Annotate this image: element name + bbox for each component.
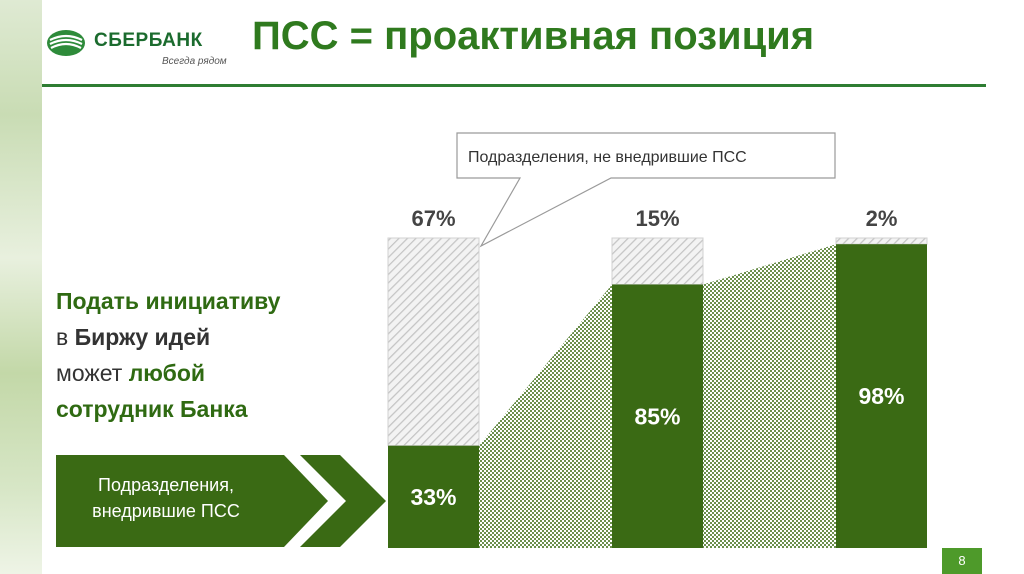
side-line-1: Подать инициативу <box>56 288 281 314</box>
side-line-4: сотрудник Банка <box>56 396 248 422</box>
label-implemented-2: 85% <box>634 403 680 429</box>
bar-implemented-3 <box>836 244 927 548</box>
side-line-3-prefix: может <box>56 360 129 386</box>
side-line-2-bold: Биржу идей <box>74 324 211 350</box>
bar-implemented-1 <box>388 445 479 548</box>
side-line-2-prefix: в <box>56 324 75 350</box>
page-number: 8 <box>942 548 982 574</box>
bar-not-implemented-3 <box>835 237 928 245</box>
label-not-implemented-3: 2% <box>866 206 898 231</box>
side-line-2: в Биржу идей <box>56 319 356 355</box>
side-decoration <box>0 0 42 574</box>
page-title: ПСС = проактивная позиция <box>252 14 815 58</box>
arrow-banner <box>56 455 386 547</box>
label-implemented-1: 33% <box>410 484 456 510</box>
header-divider <box>42 84 986 87</box>
label-not-implemented-2: 15% <box>635 206 679 231</box>
logo-icon <box>47 30 85 56</box>
label-not-implemented-1: 67% <box>411 206 455 231</box>
connector-area-1 <box>479 284 612 548</box>
connector-areas <box>479 244 836 548</box>
arrow-label: Подразделения, внедрившие ПСС <box>92 475 240 521</box>
side-text: Подать инициативу в Биржу идей может люб… <box>56 283 356 427</box>
logo-name: СБЕРБАНК <box>94 30 203 51</box>
sberbank-logo: СБЕРБАНК Всегда рядом <box>44 26 244 76</box>
callout: Подразделения, не внедрившие ПСС <box>456 132 836 248</box>
bar-implemented-2 <box>612 284 703 548</box>
callout-label: Подразделения, не внедрившие ПСС <box>468 149 747 166</box>
bar-not-implemented-1 <box>387 237 480 447</box>
connector-area-2 <box>703 244 836 548</box>
side-line-3: может любой <box>56 355 356 391</box>
label-implemented-3: 98% <box>858 383 904 409</box>
side-line-3-bold: любой <box>128 360 206 386</box>
logo-tagline: Всегда рядом <box>162 56 227 67</box>
bar-not-implemented-2 <box>611 237 704 285</box>
bars-group: 67% 33% 15% 85% 2% 98% <box>387 206 928 548</box>
